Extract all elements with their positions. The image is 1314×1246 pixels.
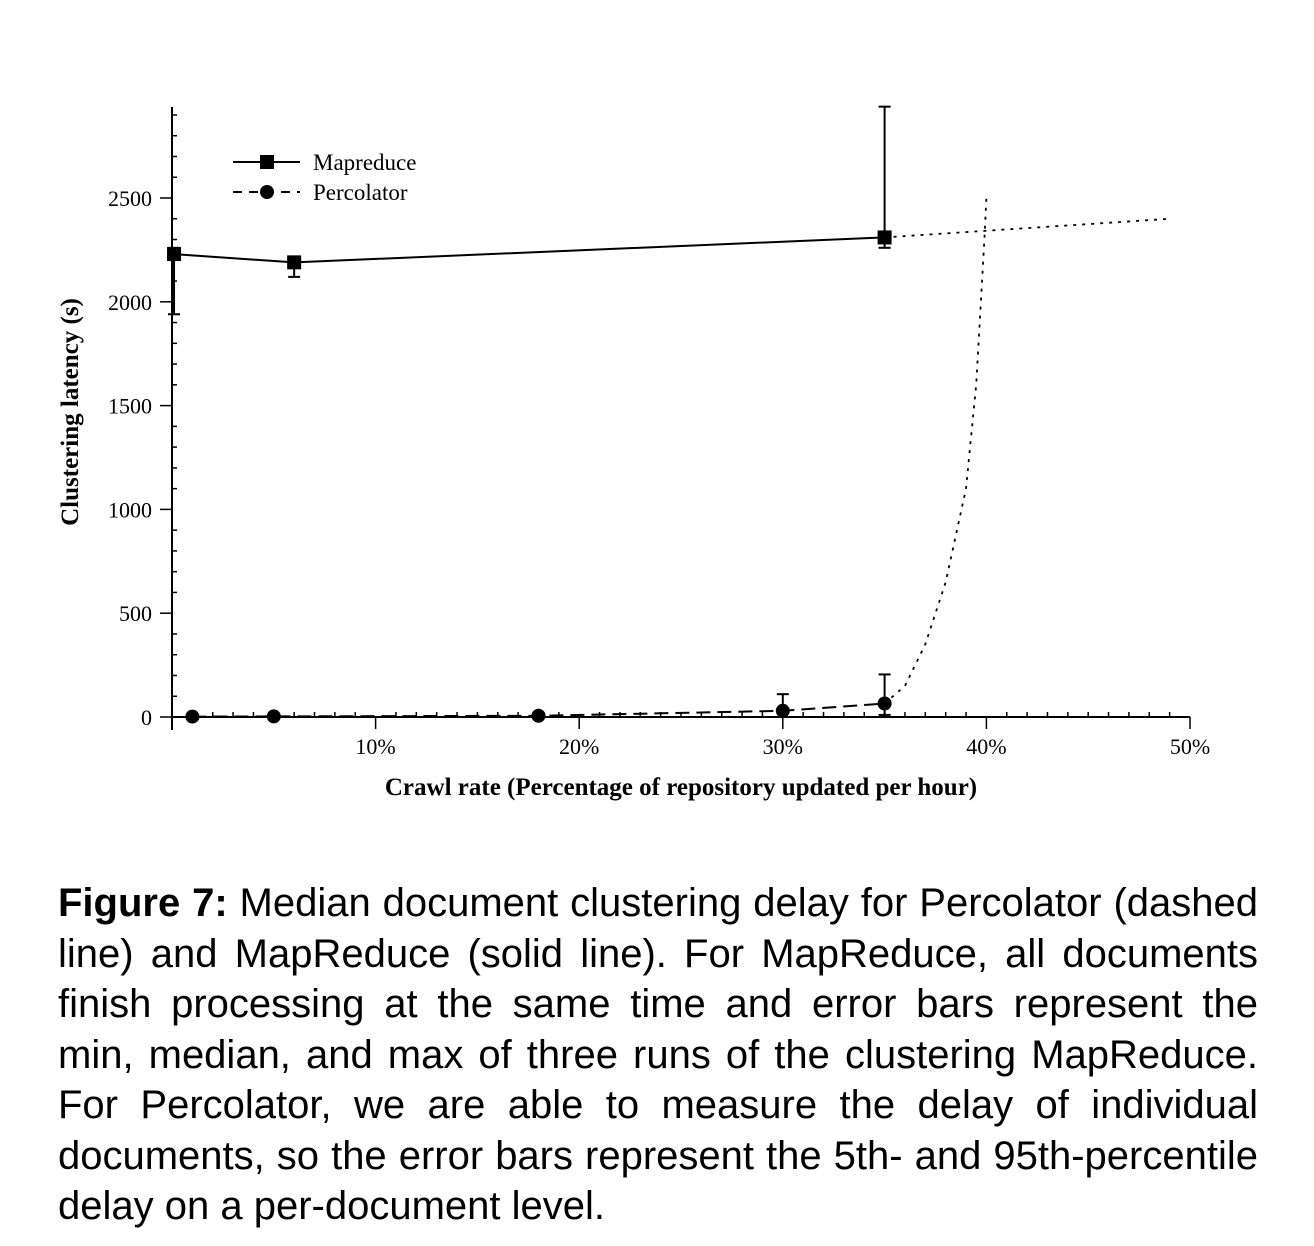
mapreduce-point (877, 230, 892, 245)
x-tick-label: 10% (355, 734, 395, 759)
legend-mapreduce-label: Mapreduce (313, 150, 416, 175)
y-tick-label: 500 (119, 601, 152, 626)
percolator-point (877, 696, 892, 711)
mapreduce-line (173, 236, 885, 264)
caption-text: Median document clustering delay for Per… (58, 881, 1258, 1228)
y-tick-label: 2000 (108, 290, 152, 315)
mapreduce-point (167, 247, 182, 262)
percolator-point (531, 708, 546, 723)
percolator-point (185, 709, 200, 724)
x-axis-title: Crawl rate (Percentage of repository upd… (385, 774, 977, 801)
legend-percolator-label: Percolator (313, 180, 408, 205)
y-axis-title: Clustering latency (s) (57, 298, 84, 526)
percolator-point (775, 703, 790, 718)
caption-label: Figure 7: (58, 881, 228, 925)
latency-chart: 0 500 1000 1500 2000 2500 10% 20% 30% 40% 50% Mapr… (57, 105, 1210, 801)
series-layer (167, 105, 1170, 724)
legend-percolator-marker (260, 185, 274, 199)
figure-caption: Figure 7: Median document clustering del… (58, 878, 1258, 1232)
x-tick-label: 50% (1170, 734, 1210, 759)
series-percolator (185, 197, 988, 724)
y-tick-label: 2500 (108, 186, 152, 211)
x-tick-label: 20% (559, 734, 599, 759)
y-tick-label: 1500 (108, 394, 152, 419)
y-tick-label: 0 (141, 705, 152, 730)
percolator-point (266, 709, 281, 724)
axes: 0 500 1000 1500 2000 2500 10% 20% 30% 40% 50% (108, 107, 1210, 759)
mapreduce-point (287, 255, 302, 270)
legend-mapreduce-marker (260, 155, 274, 169)
percolator-extrapolation-line (884, 197, 988, 705)
y-tick-label: 1000 (108, 497, 152, 522)
mapreduce-extrapolation-line (884, 217, 1170, 239)
x-tick-label: 40% (966, 734, 1006, 759)
x-tick-label: 30% (763, 734, 803, 759)
legend: Mapreduce Percolator (233, 150, 416, 205)
series-mapreduce (167, 105, 1170, 316)
